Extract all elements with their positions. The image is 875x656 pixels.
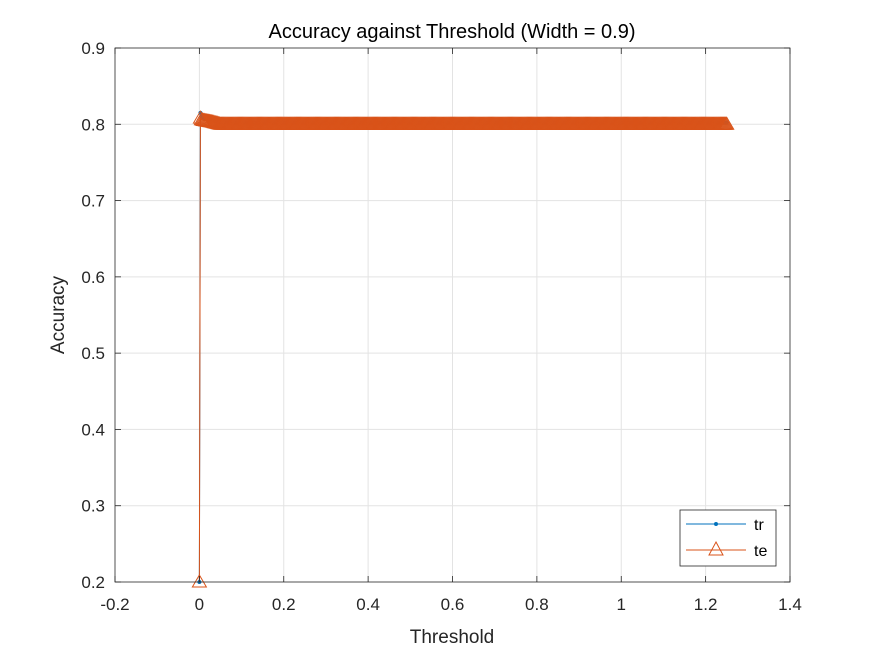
legend-box: [679, 509, 777, 567]
y-tick-label: 0.3: [81, 497, 105, 516]
y-tick-label: 0.4: [81, 420, 105, 439]
x-tick-label: 0.2: [272, 595, 296, 614]
data-point-te: [191, 574, 208, 588]
y-tick-label: 0.9: [81, 39, 105, 58]
x-tick-label: 1.2: [694, 595, 718, 614]
x-axis-title: Threshold: [410, 627, 495, 648]
ticks: -0.2 0 0.2 0.4 0.6 0.8 1 1.2 1.4 0.2 0.3 0.4 0.5 0.6 0…: [81, 39, 801, 614]
x-tick-label: 1.4: [778, 595, 802, 614]
data-point-te: [718, 116, 735, 130]
y-tick-label: 0.7: [81, 192, 105, 211]
x-tick-label: 0.8: [525, 595, 549, 614]
legend-label-te: te: [754, 543, 767, 560]
legend-label-tr: tr: [754, 517, 764, 534]
legend: tr te: [679, 509, 777, 567]
grid-lines: [115, 48, 790, 582]
series-te: [191, 110, 735, 588]
y-tick-label: 0.8: [81, 115, 105, 134]
x-tick-label: 0.6: [441, 595, 465, 614]
x-tick-label: -0.2: [100, 595, 129, 614]
legend-marker-te: [708, 540, 724, 556]
x-tick-label: 0: [195, 595, 204, 614]
y-axis-title: Accuracy: [48, 275, 69, 354]
x-tick-label: 0.4: [356, 595, 380, 614]
y-tick-label: 0.5: [81, 344, 105, 363]
y-tick-label: 0.2: [81, 573, 105, 592]
y-tick-label: 0.6: [81, 268, 105, 287]
series-layer: [191, 110, 735, 588]
legend-marker-tr: [714, 522, 718, 526]
x-tick-label: 1: [617, 595, 626, 614]
chart-title: Accuracy against Threshold (Width = 0.9): [268, 21, 635, 43]
